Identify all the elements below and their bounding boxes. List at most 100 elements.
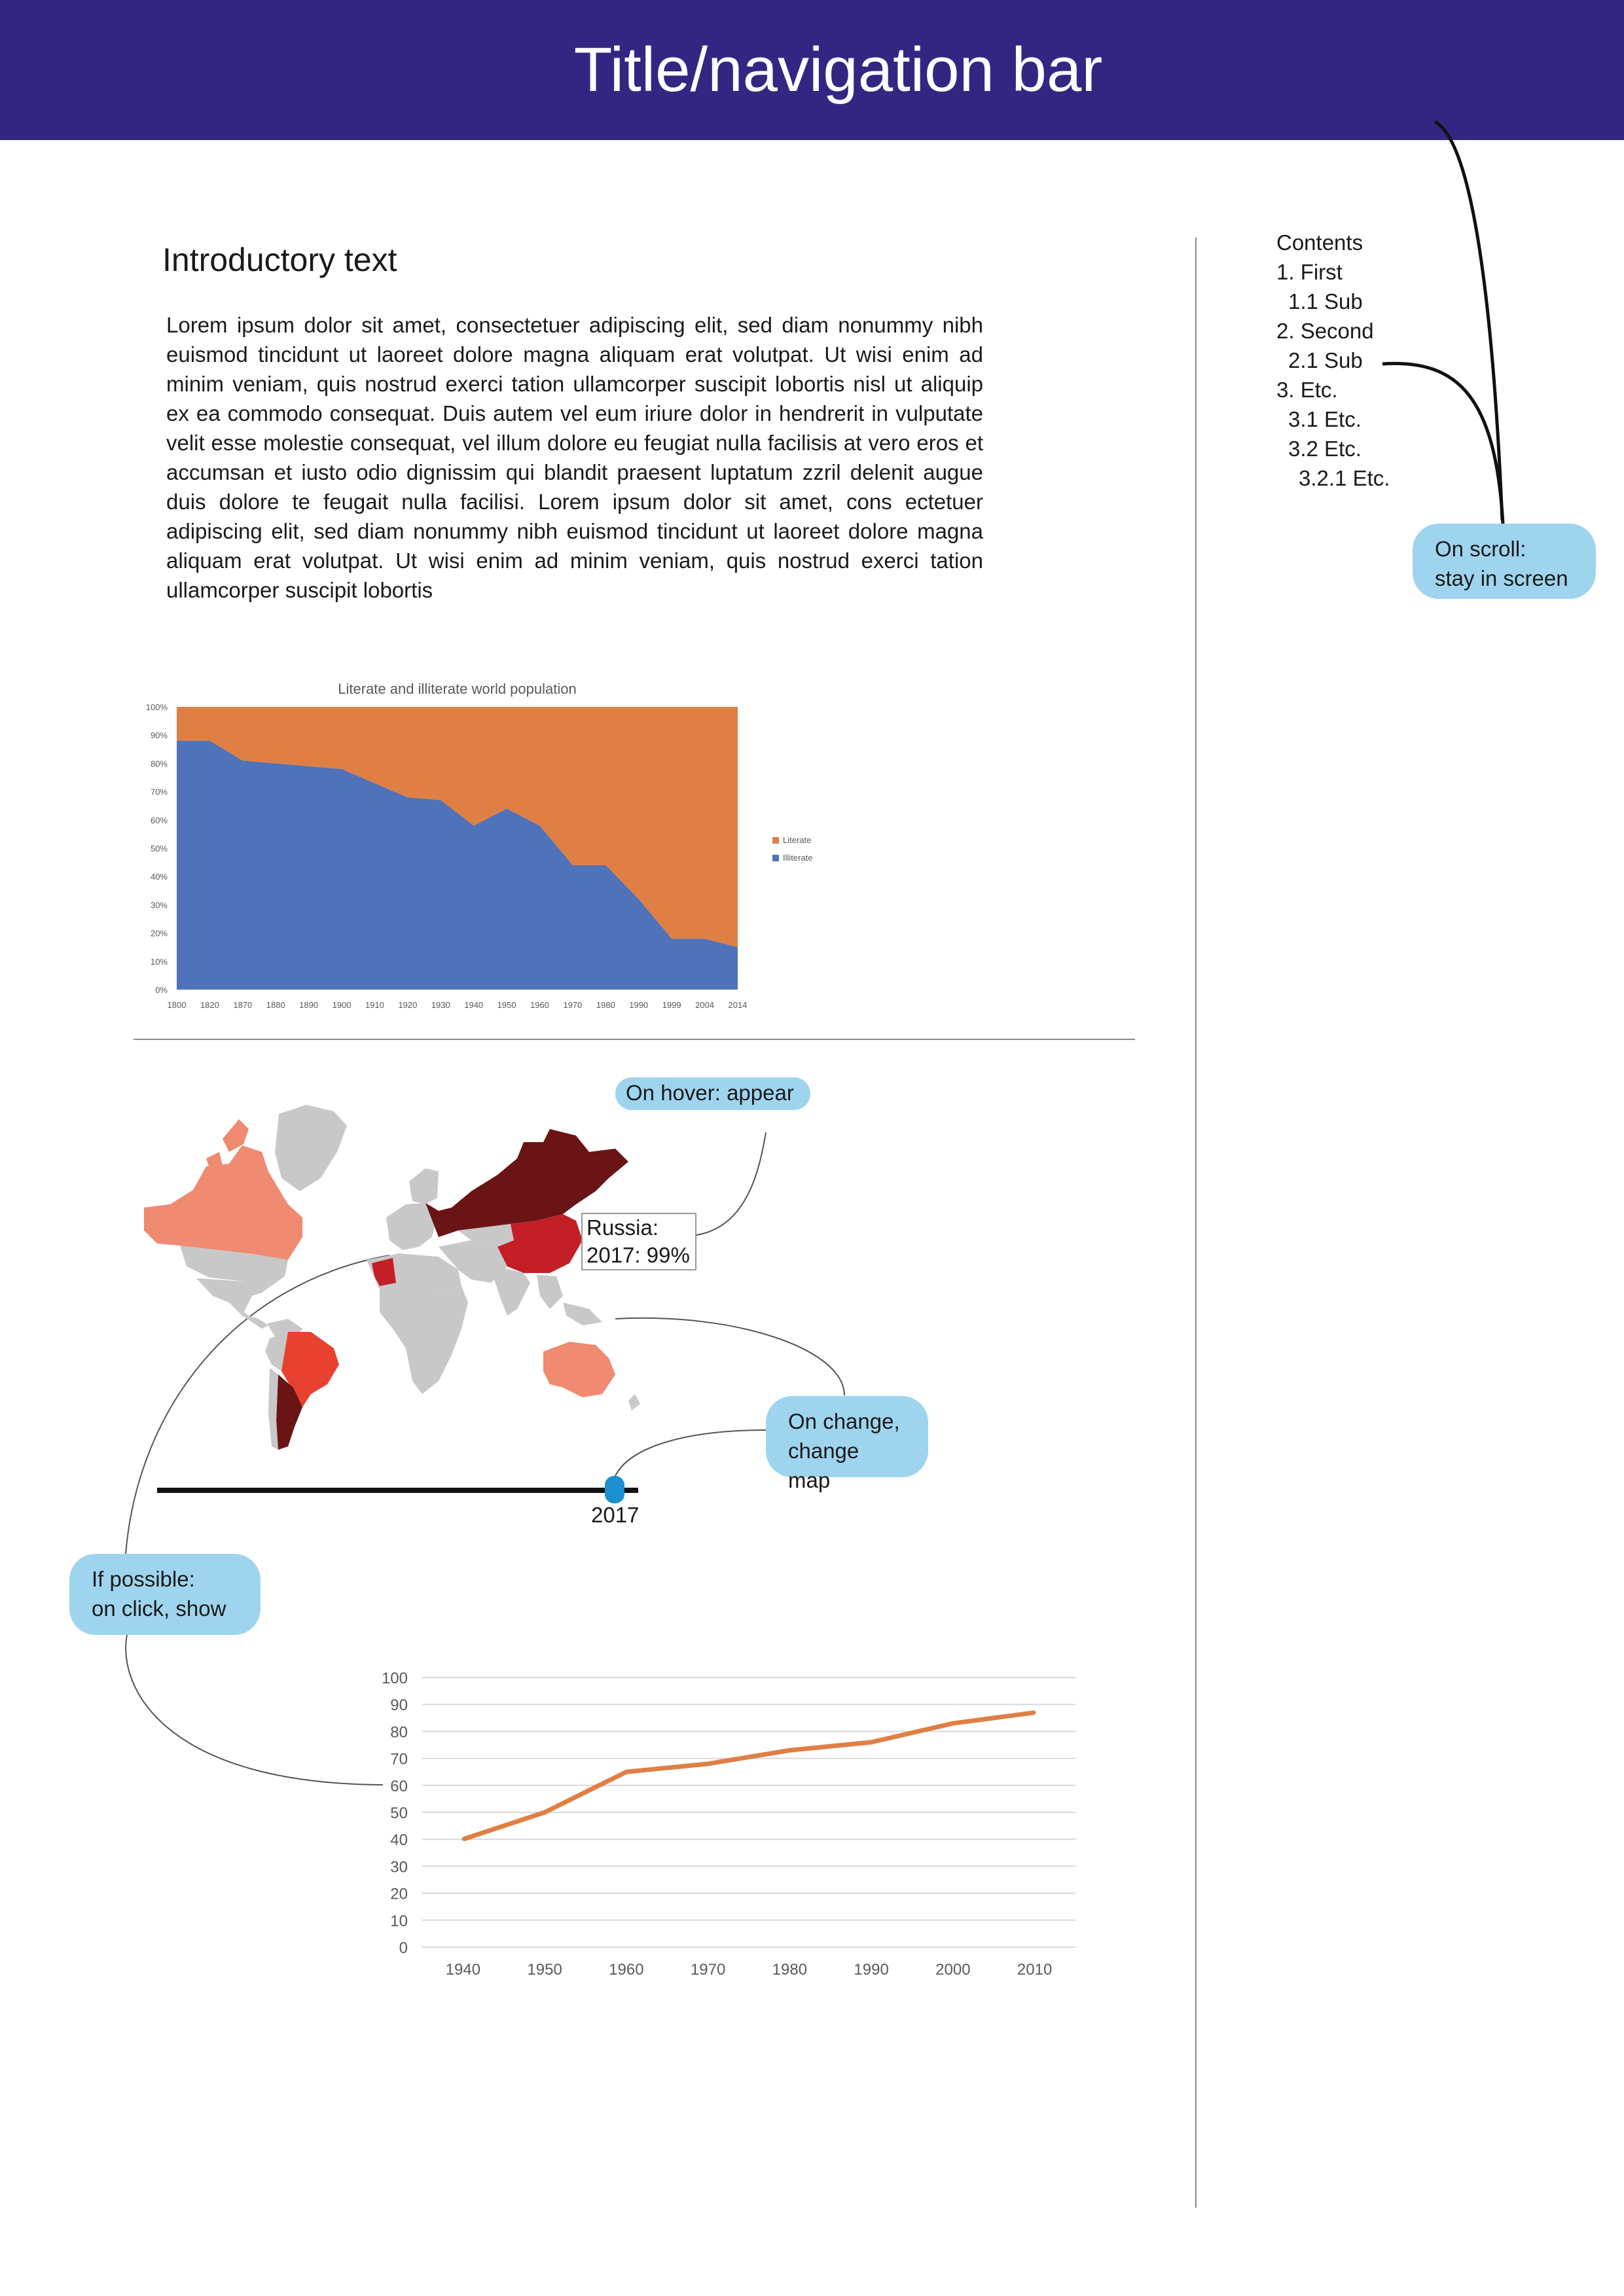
line-chart-ytick: 40: [390, 1831, 408, 1849]
intro-body: Lorem ipsum dolor sit amet, consectetuer…: [166, 313, 983, 602]
tooltip-country: Russia:: [586, 1215, 659, 1240]
callout-on-scroll: On scroll: stay in screen: [1413, 524, 1596, 599]
africa-south: [380, 1286, 468, 1394]
toc-item[interactable]: 3.2.1 Etc.: [1299, 466, 1390, 490]
area-chart-xtick: 1999: [662, 1000, 681, 1010]
usa: [180, 1246, 288, 1296]
argentina: [276, 1374, 302, 1450]
line-chart-ytick: 60: [390, 1778, 408, 1795]
area-chart-xtick: 1980: [596, 1000, 615, 1010]
line-chart-ytick: 80: [390, 1723, 408, 1741]
line-point: [788, 1749, 791, 1752]
line-chart-ytick: 20: [390, 1886, 408, 1903]
area-chart-xtick: 1990: [629, 1000, 648, 1010]
chile: [268, 1368, 278, 1450]
year-slider[interactable]: [157, 1476, 641, 1509]
line-chart-xtick: 1960: [609, 1961, 643, 1979]
navbar-title[interactable]: Title/navigation bar: [573, 35, 1103, 105]
area-chart-ytick: 80%: [151, 759, 168, 768]
australia: [543, 1342, 615, 1397]
area-chart-xtick: 1930: [431, 1000, 450, 1010]
line-series: [462, 1710, 1036, 1842]
area-chart-xtick: 1940: [464, 1000, 483, 1010]
area-chart-ytick: 90%: [151, 730, 168, 740]
kazakhstan: [458, 1224, 514, 1247]
area-chart-xtick: 1800: [168, 1000, 187, 1010]
line-point: [543, 1811, 547, 1814]
toc-item[interactable]: 1. First: [1276, 260, 1343, 284]
canada-islands: [206, 1119, 249, 1168]
line-chart-ytick: 90: [390, 1696, 408, 1714]
area-chart-ytick: 100%: [146, 702, 168, 712]
line-chart-ytick: 10: [390, 1912, 408, 1930]
toc-item[interactable]: 1.1 Sub: [1288, 289, 1363, 314]
toc-item[interactable]: 2.1 Sub: [1288, 348, 1363, 372]
line-chart-xtick: 1950: [527, 1961, 562, 1979]
slider-year-label: 2017: [591, 1503, 640, 1527]
toc-item[interactable]: 3.1 Etc.: [1288, 407, 1362, 431]
area-chart-ytick: 70%: [151, 787, 168, 797]
area-chart-xtick: 2004: [695, 1000, 714, 1010]
area-chart-ytick: 10%: [151, 957, 168, 967]
line-point: [951, 1722, 954, 1725]
line-chart-ytick: 30: [390, 1858, 408, 1876]
algeria: [372, 1258, 396, 1286]
scandinavia: [409, 1168, 439, 1204]
legend-label: Literate: [783, 835, 811, 845]
intro-heading: Introductory text: [162, 242, 397, 278]
area-chart: Literate and illiterate world population…: [146, 681, 813, 1010]
navigation-bar: Title/navigation bar: [0, 0, 1624, 140]
legend-label: Illiterate: [783, 853, 813, 863]
area-series-illiterate: [177, 740, 738, 990]
slider-handle: [605, 1476, 624, 1503]
china: [497, 1214, 583, 1273]
line-point: [706, 1762, 710, 1765]
line-chart-ytick: 100: [382, 1670, 408, 1687]
new-zealand: [628, 1394, 640, 1410]
area-chart-xtick: 1960: [530, 1000, 549, 1010]
russia: [425, 1129, 628, 1237]
callout-on-click: If possible: on click, show: [69, 1554, 261, 1635]
line-chart-xtick: 1970: [691, 1961, 725, 1979]
southeast-asia: [537, 1275, 602, 1325]
area-chart-ytick: 0%: [155, 985, 168, 995]
area-chart-title: Literate and illiterate world population: [338, 681, 576, 697]
greenland: [275, 1105, 347, 1191]
middle-east: [439, 1240, 507, 1283]
line-point: [624, 1770, 628, 1774]
toc-item[interactable]: 2. Second: [1276, 319, 1374, 343]
area-chart-xtick: 1900: [333, 1000, 352, 1010]
callout-on-change: On change, change map: [766, 1396, 928, 1492]
brazil: [275, 1332, 339, 1407]
area-chart-xtick: 1880: [266, 1000, 285, 1010]
line-chart-ytick: 50: [390, 1804, 408, 1822]
toc-item[interactable]: 3.2 Etc.: [1288, 437, 1362, 461]
line-point: [870, 1740, 873, 1744]
toc-heading: Contents: [1276, 230, 1363, 255]
callout-on-hover: On hover: appear: [615, 1077, 810, 1110]
section-divider: [134, 1039, 1135, 1040]
line-chart-xtick: 1990: [854, 1961, 888, 1979]
line-chart-xtick: 2010: [1017, 1961, 1052, 1979]
area-chart-ytick: 30%: [151, 900, 168, 910]
area-chart-xtick: 2014: [729, 1000, 748, 1010]
world-map[interactable]: [131, 1105, 655, 1460]
line-chart-xtick: 2000: [935, 1961, 970, 1979]
line-chart-xtick: 1980: [772, 1961, 807, 1979]
line-chart-xtick: 1940: [446, 1961, 480, 1979]
peru: [265, 1332, 288, 1371]
area-chart-ytick: 20%: [151, 929, 168, 939]
canada: [144, 1145, 302, 1260]
area-chart-xtick: 1910: [365, 1000, 384, 1010]
area-chart-xtick: 1870: [233, 1000, 252, 1010]
area-chart-xtick: 1970: [563, 1000, 582, 1010]
toc-item[interactable]: 3. Etc.: [1276, 378, 1338, 402]
central-america: [229, 1302, 268, 1329]
line-chart-ytick: 0: [399, 1939, 408, 1957]
tooltip-value: 2017: 99%: [586, 1243, 690, 1267]
area-chart-ytick: 60%: [151, 816, 168, 825]
map-tooltip: Russia: 2017: 99%: [581, 1213, 696, 1270]
area-chart-xtick: 1920: [398, 1000, 417, 1010]
